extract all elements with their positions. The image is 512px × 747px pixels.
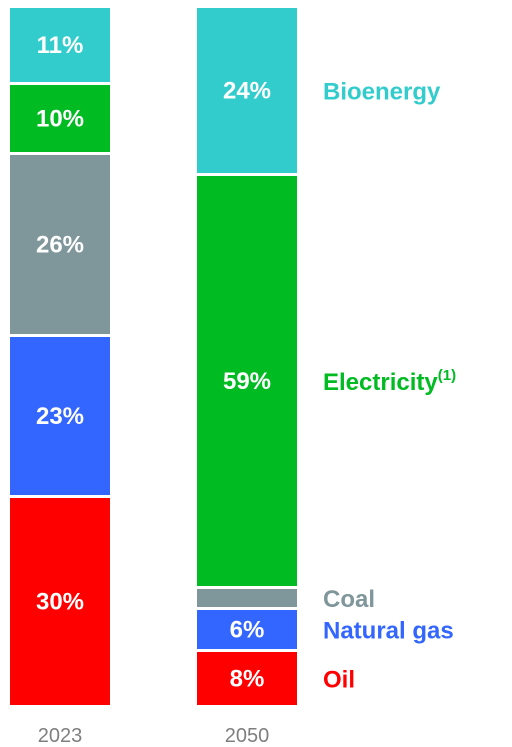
bar-natural-gas-2023 <box>10 337 110 495</box>
bar-electricity-2050 <box>197 176 297 586</box>
legend-superscript: (1) <box>438 367 456 384</box>
legend-label-electricity: Electricity(1) <box>323 367 456 396</box>
legend-label-coal: Coal <box>323 586 375 613</box>
bar-coal-2023 <box>10 155 110 334</box>
data-label-oil-2050: 8% <box>230 666 265 693</box>
bar-natural-gas-2050 <box>197 610 297 649</box>
bar-oil-2050 <box>197 652 297 705</box>
x-tick-label-2050: 2050 <box>225 725 270 747</box>
data-label-coal-2023: 26% <box>36 232 84 259</box>
bar-bioenergy-2023 <box>10 8 110 82</box>
data-label-natural-gas-2023: 23% <box>36 403 84 430</box>
data-label-electricity-2050: 59% <box>223 368 271 395</box>
legend-label-natural-gas: Natural gas <box>323 618 454 645</box>
legend-label-oil: Oil <box>323 667 355 694</box>
data-label-oil-2023: 30% <box>36 589 84 616</box>
data-label-bioenergy-2023: 11% <box>37 32 84 59</box>
data-label-natural-gas-2050: 6% <box>230 617 265 644</box>
data-label-electricity-2023: 10% <box>36 106 84 133</box>
data-label-bioenergy-2050: 24% <box>223 78 271 105</box>
bar-oil-2023 <box>10 498 110 705</box>
bar-bioenergy-2050 <box>197 8 297 173</box>
bar-electricity-2023 <box>10 85 110 152</box>
x-tick-label-2023: 2023 <box>38 725 83 747</box>
bar-coal-2050 <box>197 589 297 607</box>
legend-label-bioenergy: Bioenergy <box>323 79 441 106</box>
